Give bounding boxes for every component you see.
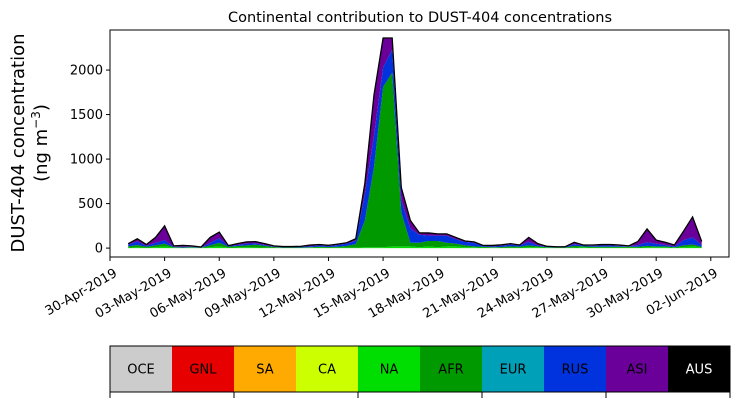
y-tick-label: 1500	[70, 108, 103, 123]
y-tick-label: 2000	[70, 64, 103, 79]
y-axis-label-unit: (ng m	[31, 129, 52, 182]
legend: OCE GNL SA CA NA AFR EUR RUS ASI AUS	[109, 345, 731, 398]
total-outline	[127, 37, 703, 248]
plot-frame	[109, 29, 730, 258]
legend-label-aus: AUS	[686, 363, 713, 378]
legend-label-asi: ASI	[627, 363, 648, 378]
area-series-afr	[128, 72, 702, 248]
y-axis: 0 500 1000 1500 2000	[70, 64, 110, 257]
legend-swatch-aus	[668, 346, 731, 392]
legend-swatch-na	[358, 346, 421, 392]
area-series-na	[128, 246, 702, 249]
y-axis-label-line2: (ng m−3)	[29, 104, 52, 182]
area-series-eur	[128, 72, 702, 248]
legend-swatch-oce	[110, 346, 173, 392]
area-series-aus	[128, 38, 702, 248]
legend-label-eur: EUR	[500, 363, 527, 378]
y-tick-label: 0	[95, 242, 103, 257]
y-tick-label: 1000	[70, 153, 103, 168]
legend-label-oce: OCE	[127, 363, 155, 378]
legend-swatch-rus	[544, 346, 607, 392]
y-axis-label-line1: DUST-404 concentration	[8, 33, 29, 252]
legend-swatch-asi	[606, 346, 669, 392]
stacked-areas	[127, 37, 703, 249]
legend-label-gnl: GNL	[189, 363, 217, 378]
x-axis: 30-Apr-201903-May-201906-May-201909-May-…	[43, 257, 721, 322]
legend-label-na: NA	[380, 363, 399, 378]
y-axis-label: DUST-404 concentration (ng m−3)	[8, 33, 52, 252]
chart-title: Continental contribution to DUST-404 con…	[228, 10, 612, 26]
legend-swatch-ca	[296, 346, 359, 392]
legend-swatch-eur	[482, 346, 545, 392]
legend-label-sa: SA	[256, 363, 273, 378]
legend-label-rus: RUS	[562, 363, 589, 378]
legend-swatch-gnl	[172, 346, 235, 392]
area-series-rus	[128, 49, 702, 248]
legend-swatch-afr	[420, 346, 483, 392]
y-axis-label-close: )	[31, 104, 52, 111]
legend-frame	[109, 345, 731, 393]
area-series-asi	[128, 38, 702, 248]
y-axis-label-sup: −3	[29, 111, 43, 129]
legend-swatch-sa	[234, 346, 297, 392]
legend-label-ca: CA	[318, 363, 336, 378]
y-tick-label: 500	[78, 197, 103, 212]
legend-label-afr: AFR	[438, 363, 463, 378]
